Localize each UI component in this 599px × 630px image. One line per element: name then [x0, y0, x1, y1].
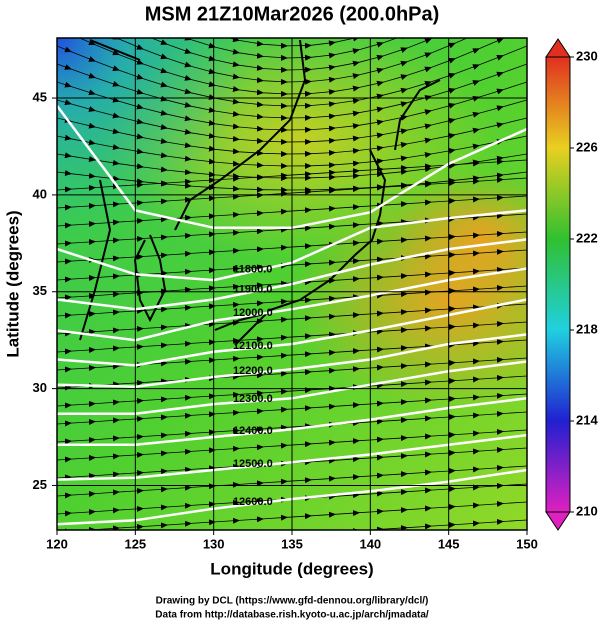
streamline — [64, 518, 527, 530]
x-tick-label: 145 — [438, 536, 460, 551]
chart-title: MSM 21Z10Mar2026 (200.0hPa) — [145, 3, 440, 25]
x-tick-label: 125 — [124, 536, 146, 551]
colorbar-extend — [545, 38, 571, 58]
y-tick-label: 45 — [33, 89, 47, 104]
colorbar-tick-label: 230 — [576, 48, 598, 63]
x-tick-label: 135 — [281, 536, 303, 551]
contour-label: 12400.0 — [233, 425, 273, 437]
y-tick-label: 25 — [33, 477, 47, 492]
colorbar-tick-label: 210 — [576, 503, 598, 518]
contour-label: 12500.0 — [233, 458, 273, 470]
x-axis-label: Longitude (degrees) — [210, 559, 373, 578]
colorbar-tick-label: 226 — [576, 139, 598, 154]
contour-label: 12300.0 — [233, 393, 273, 405]
x-tick-label: 140 — [359, 536, 381, 551]
contour-label: 12000.0 — [233, 307, 273, 319]
y-tick-label: 35 — [33, 283, 47, 298]
contour-label: 11800.0 — [233, 263, 272, 275]
contour-label: 12600.0 — [233, 496, 273, 508]
colorbar-tick-label: 214 — [576, 412, 598, 427]
contour-label: 11900.0 — [233, 284, 272, 296]
x-tick-label: 120 — [46, 536, 68, 551]
colorbar — [545, 56, 571, 513]
footer: Drawing by DCL (https://www.gfd-dennou.o… — [156, 596, 429, 607]
colorbar-tick-label: 218 — [576, 321, 598, 336]
footer: Data from http://database.rish.kyoto-u.a… — [155, 610, 429, 621]
contour-label: 12100.0 — [233, 340, 273, 352]
colorbar-extend — [545, 511, 571, 531]
y-tick-label: 30 — [33, 380, 47, 395]
y-tick-label: 40 — [33, 186, 47, 201]
y-axis-label: Latitude (degrees) — [3, 210, 22, 357]
field: 11800.0 11900.0 12000.0 12100.0 12200.0 12300… — [57, 38, 527, 530]
x-tick-label: 130 — [203, 536, 225, 551]
x-tick-label: 150 — [516, 536, 538, 551]
colorbar-tick-label: 222 — [576, 230, 598, 245]
contour-label: 12200.0 — [233, 365, 273, 377]
coastline — [79, 39, 441, 346]
